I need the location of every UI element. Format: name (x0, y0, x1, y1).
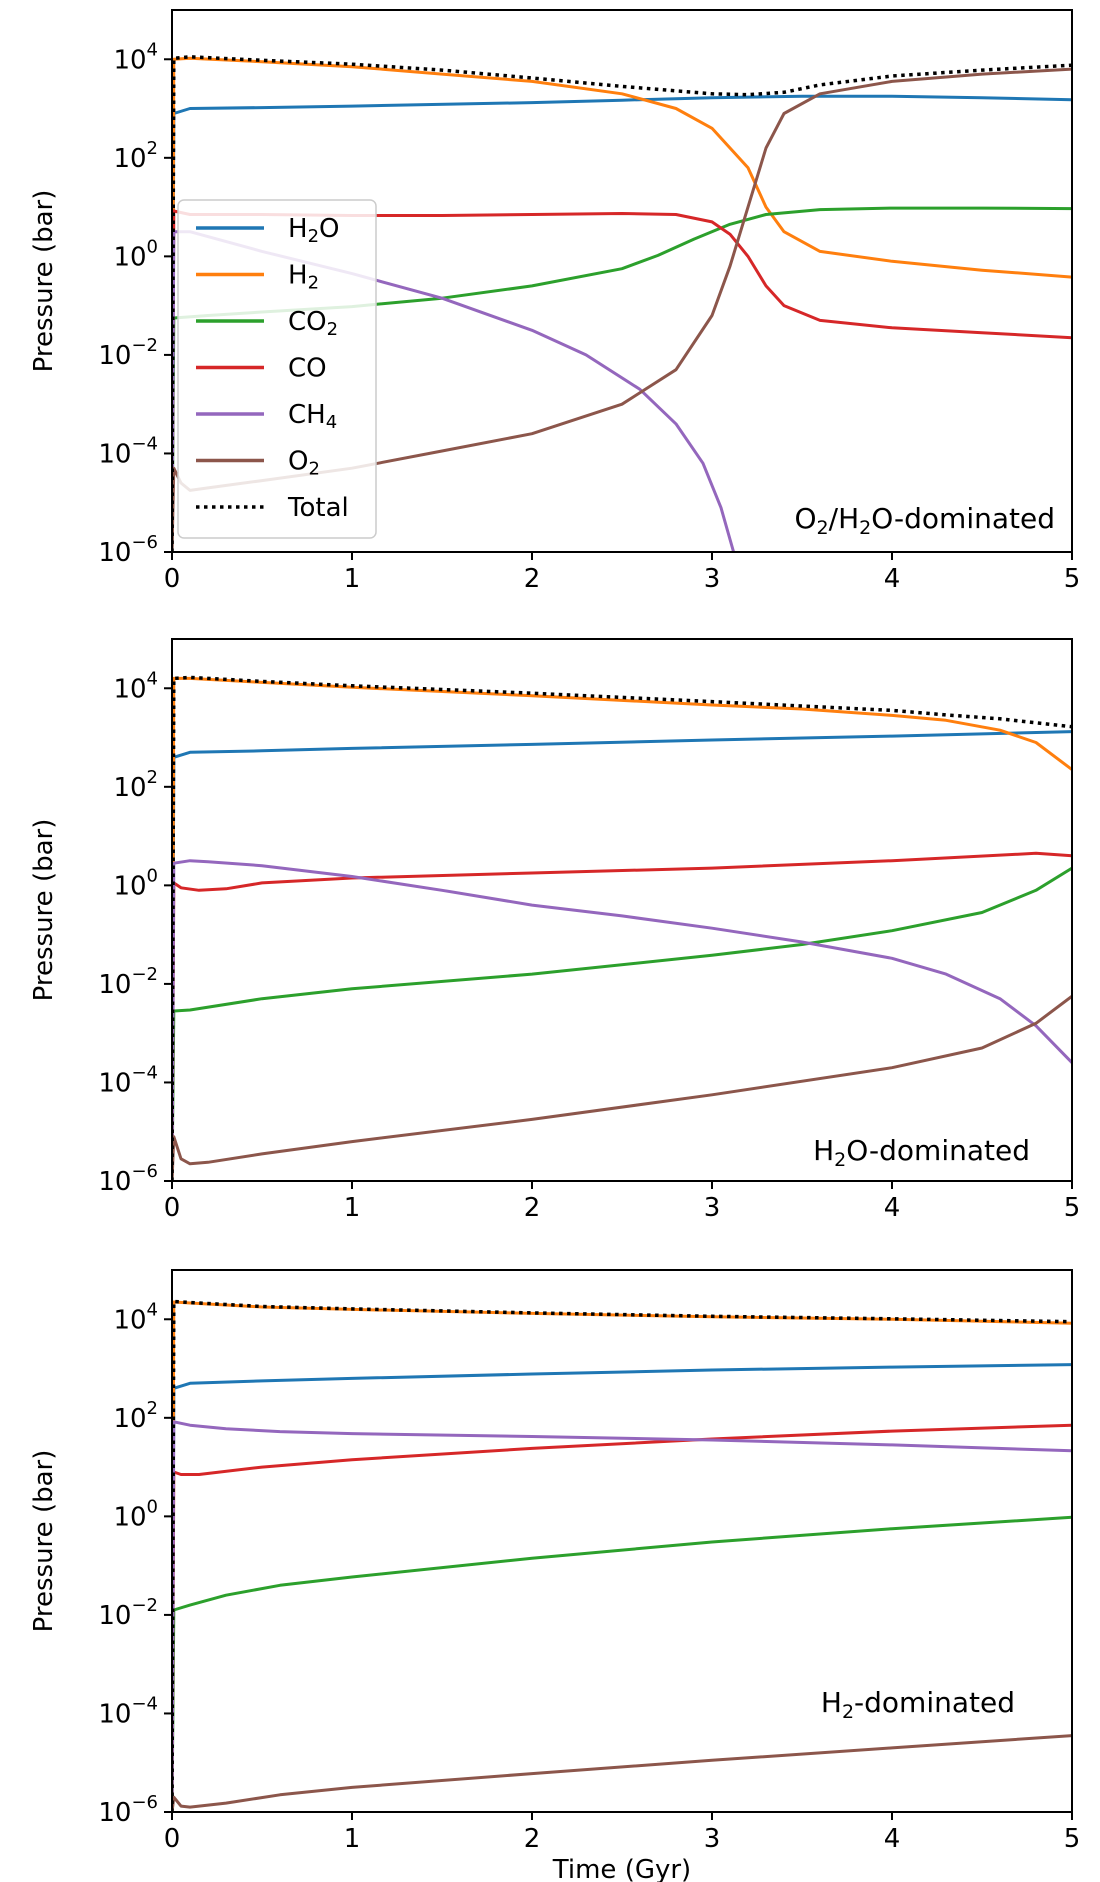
y-axis-label: Pressure (bar) (29, 190, 59, 373)
series-line-h2 (172, 676, 1072, 1181)
y-tick-label: 104 (113, 1299, 158, 1335)
series-line-total (172, 1299, 1072, 1812)
x-tick-label: 0 (164, 1824, 181, 1854)
y-tick-label: 100 (113, 236, 158, 272)
panel-label: O2/H2O-dominated (795, 502, 1056, 539)
series-line-co2 (172, 1515, 1072, 1812)
series-line-co (172, 1423, 1072, 1812)
x-tick-label: 0 (164, 564, 181, 594)
x-tick-label: 0 (164, 1193, 181, 1223)
series-line-co (172, 851, 1072, 1181)
x-tick-label: 2 (524, 1193, 541, 1223)
legend-label-o2: O2 (288, 447, 320, 480)
y-tick-label: 102 (113, 767, 158, 803)
x-tick-label: 5 (1064, 1193, 1081, 1223)
series-line-ch4 (172, 859, 1072, 1181)
legend-label-h2o: H2O (288, 214, 339, 247)
chart-panel-2: 0 1 2 3 4 5 10−6 10−4 10−2 100 102 104 Pressure (bar… (29, 638, 1081, 1223)
y-tick-label: 104 (113, 668, 158, 704)
series-line-h2o (172, 1363, 1072, 1812)
plot-frame (171, 9, 1073, 553)
x-tick-label: 4 (884, 564, 901, 594)
plot-frame (171, 638, 1073, 1182)
x-tick-label: 4 (884, 1824, 901, 1854)
y-tick-label: 104 (113, 39, 158, 75)
legend-label-h2: H2 (288, 261, 319, 294)
series-line-total (172, 675, 1072, 1181)
legend-label-ch4: CH4 (288, 400, 337, 433)
x-tick-label: 5 (1064, 564, 1081, 594)
plot-frame (171, 1269, 1073, 1813)
series-group (172, 675, 1072, 1181)
legend-box (177, 199, 377, 539)
y-tick-label: 10−6 (98, 1161, 158, 1197)
series-line-ch4 (172, 1420, 1072, 1812)
chart-panel-3: 0 1 2 3 4 5 10−6 10−4 10−2 100 102 104 Pressure (bar… (29, 1269, 1081, 1882)
x-axis-label: Time (Gyr) (552, 1855, 691, 1882)
series-group (172, 1299, 1072, 1812)
legend-label-co: CO (288, 354, 327, 384)
x-tick-label: 3 (704, 1824, 721, 1854)
y-tick-label: 10−2 (98, 964, 158, 1000)
y-tick-label: 100 (113, 865, 158, 901)
panel-label: H2-dominated (821, 1686, 1015, 1723)
x-tick-label: 1 (344, 1824, 361, 1854)
x-tick-label: 4 (884, 1193, 901, 1223)
y-tick-label: 10−6 (98, 532, 158, 568)
y-tick-label: 102 (113, 1398, 158, 1434)
series-line-h2o (172, 730, 1072, 1181)
y-tick-label: 10−4 (98, 1062, 158, 1098)
series-line-o2 (172, 1734, 1072, 1812)
x-tick-label: 1 (344, 564, 361, 594)
x-tick-label: 1 (344, 1193, 361, 1223)
y-tick-label: 10−2 (98, 335, 158, 371)
y-tick-label: 10−2 (98, 1595, 158, 1631)
y-tick-label: 10−4 (98, 433, 158, 469)
y-tick-label: 10−4 (98, 1693, 158, 1729)
legend-label-co2: CO2 (288, 307, 338, 340)
y-axis-label: Pressure (bar) (29, 819, 59, 1002)
legend: H2O H2 CO2 CO CH4 O2 Total (177, 199, 377, 539)
x-tick-label: 3 (704, 1193, 721, 1223)
y-tick-label: 102 (113, 138, 158, 174)
series-line-co2 (172, 866, 1072, 1181)
y-tick-label: 100 (113, 1496, 158, 1532)
x-tick-label: 5 (1064, 1824, 1081, 1854)
x-tick-label: 2 (524, 564, 541, 594)
y-tick-label: 10−6 (98, 1792, 158, 1828)
panel-label: H2O-dominated (813, 1134, 1030, 1171)
x-tick-label: 3 (704, 564, 721, 594)
x-tick-label: 2 (524, 1824, 541, 1854)
series-line-h2o (172, 94, 1072, 552)
series-line-h2 (172, 56, 1072, 552)
y-axis-label: Pressure (bar) (29, 1450, 59, 1633)
legend-label-total: Total (287, 493, 349, 523)
series-line-o2 (172, 994, 1072, 1181)
